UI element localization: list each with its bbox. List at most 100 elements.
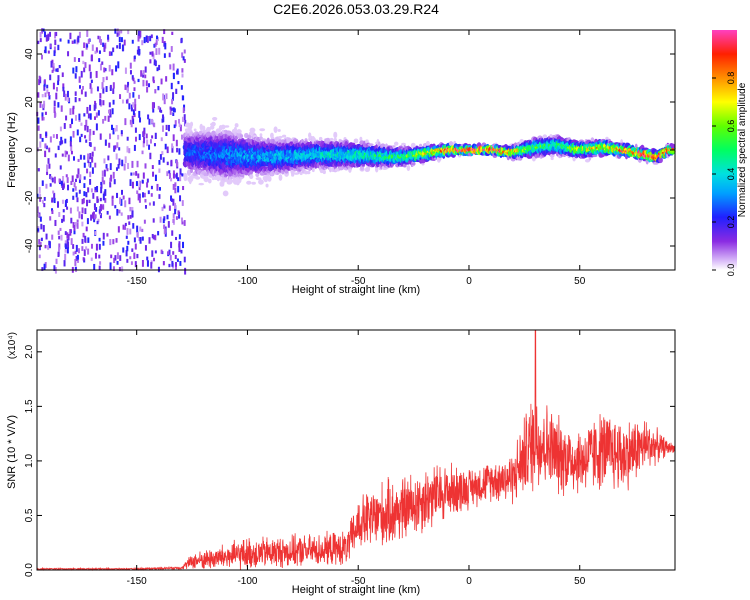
heatmap-cell: [103, 67, 106, 73]
heatmap-cell: [94, 116, 97, 120]
heatmap-cell: [168, 173, 171, 180]
heatmap-cell: [162, 261, 165, 266]
heatmap-cell: [48, 95, 51, 100]
heatmap-cell: [158, 64, 161, 71]
heatmap-cell: [78, 57, 81, 62]
heatmap-cell: [278, 135, 283, 139]
heatmap-cell: [154, 89, 157, 94]
heatmap-cell: [76, 254, 79, 260]
heatmap-cell: [49, 74, 52, 81]
heatmap-cell: [401, 142, 406, 146]
heatmap-cell: [273, 126, 278, 133]
heatmap-cell: [90, 257, 93, 262]
heatmap-cell: [169, 64, 172, 70]
heatmap-cell: [152, 76, 155, 82]
heatmap-cell: [98, 36, 101, 43]
heatmap-cell: [103, 180, 106, 185]
heatmap-cell: [89, 171, 92, 178]
heatmap-cell: [127, 240, 130, 245]
heatmap-cell: [215, 174, 221, 181]
heatmap-cell: [255, 172, 260, 178]
heatmap-cell: [98, 254, 101, 259]
heatmap-cell: [88, 141, 91, 147]
heatmap-cell: [131, 115, 134, 120]
heatmap-cell: [57, 80, 60, 86]
heatmap-cell: [90, 79, 93, 83]
heatmap-cell: [91, 44, 94, 51]
heatmap-cell: [106, 233, 109, 237]
heatmap-cell: [152, 201, 155, 206]
heatmap-cell: [62, 175, 65, 182]
heatmap-cell: [67, 39, 70, 44]
heatmap-cell: [158, 168, 161, 173]
heatmap-cell: [333, 131, 338, 139]
heatmap-cell: [164, 143, 167, 150]
heatmap-cell: [178, 123, 181, 128]
heatmap-cell: [98, 237, 101, 242]
heatmap-cell: [113, 145, 116, 152]
heatmap-cell: [458, 154, 462, 158]
heatmap-cell: [118, 266, 121, 272]
heatmap-cell: [84, 135, 87, 139]
heatmap-cell: [45, 145, 48, 150]
heatmap-cell: [42, 225, 45, 232]
heatmap-cell: [84, 208, 87, 215]
heatmap-cell: [188, 177, 192, 185]
heatmap-cell: [74, 266, 77, 271]
heatmap-cell: [99, 204, 102, 212]
heatmap-cell: [124, 222, 127, 227]
heatmap-cell: [67, 51, 70, 57]
heatmap-cell: [83, 113, 86, 117]
heatmap-cell: [137, 173, 140, 179]
heatmap-cell: [53, 192, 56, 199]
heatmap-cell: [137, 30, 140, 36]
heatmap-cell: [152, 53, 155, 60]
heatmap-cell: [108, 109, 111, 114]
heatmap-cell: [62, 86, 65, 92]
heatmap-cell: [70, 238, 73, 245]
heatmap-cell: [121, 266, 124, 272]
heatmap-cell: [39, 241, 42, 247]
heatmap-cell: [131, 75, 134, 80]
heatmap-cell: [181, 200, 184, 206]
heatmap-cell: [52, 134, 55, 138]
heatmap-cell: [175, 139, 178, 147]
heatmap-cell: [82, 232, 85, 238]
heatmap-cell: [258, 179, 264, 185]
heatmap-cell: [131, 160, 134, 168]
heatmap-cell: [163, 98, 166, 105]
heatmap-cell: [109, 182, 112, 188]
heatmap-cell: [74, 250, 77, 255]
heatmap-cell: [170, 46, 173, 52]
heatmap-cell: [142, 192, 145, 198]
heatmap-cell: [65, 151, 68, 155]
heatmap-cell: [113, 179, 116, 185]
heatmap-cell: [152, 171, 155, 177]
heatmap-cell: [131, 248, 134, 252]
heatmap-cell: [49, 183, 52, 187]
heatmap-cell: [118, 42, 121, 49]
heatmap-cell: [55, 31, 58, 37]
heatmap-cell: [226, 130, 232, 136]
heatmap-cell: [116, 32, 119, 37]
heatmap-cell: [148, 83, 151, 88]
heatmap-cell: [61, 218, 64, 223]
heatmap-cell: [162, 116, 165, 123]
heatmap-cell: [175, 216, 178, 220]
heatmap-cell: [36, 147, 39, 152]
heatmap-cell: [59, 227, 62, 232]
heatmap-cell: [55, 68, 58, 72]
heatmap-cell: [236, 129, 242, 134]
heatmap-cell: [63, 123, 66, 129]
heatmap-cell: [112, 88, 115, 94]
heatmap-cell: [184, 267, 187, 275]
heatmap-cell: [47, 245, 50, 250]
heatmap-cell: [171, 97, 174, 101]
heatmap-cell: [87, 113, 90, 119]
heatmap-cell: [306, 171, 311, 175]
heatmap-cell: [144, 205, 147, 209]
heatmap-cell: [136, 253, 139, 259]
heatmap-cell: [183, 59, 186, 63]
heatmap-cell: [54, 112, 57, 117]
heatmap-cell: [92, 211, 95, 219]
